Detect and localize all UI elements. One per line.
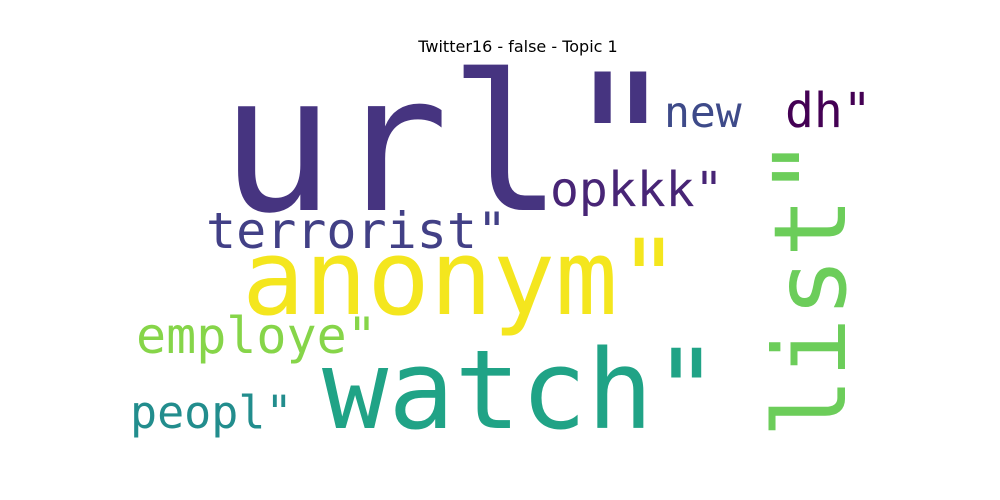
word-watch: watch" bbox=[322, 326, 719, 454]
word-dh: dh" bbox=[785, 83, 872, 139]
word-opkkk: opkkk" bbox=[550, 162, 723, 218]
word-employe: employe" bbox=[136, 307, 377, 365]
word-cloud-words: url" watch"anonym" list" terrorist" employe"… bbox=[130, 34, 872, 454]
word-terrorist: terrorist" bbox=[206, 202, 507, 260]
word-list: list" bbox=[752, 137, 869, 438]
word-new: new bbox=[664, 88, 742, 138]
word-peopl: peopl" bbox=[130, 386, 293, 439]
word-anonym: anonym" bbox=[242, 217, 680, 339]
chart-title: Twitter16 - false - Topic 1 bbox=[417, 37, 617, 56]
word-url: url" bbox=[220, 34, 678, 255]
